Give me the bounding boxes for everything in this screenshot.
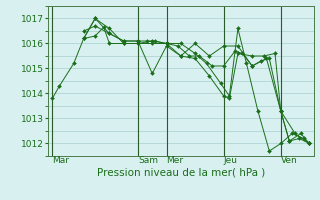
Text: Mar: Mar — [52, 156, 69, 165]
Text: Sam: Sam — [138, 156, 158, 165]
Text: Jeu: Jeu — [224, 156, 238, 165]
X-axis label: Pression niveau de la mer( hPa ): Pression niveau de la mer( hPa ) — [97, 167, 265, 177]
Text: Ven: Ven — [281, 156, 298, 165]
Text: Mer: Mer — [166, 156, 184, 165]
